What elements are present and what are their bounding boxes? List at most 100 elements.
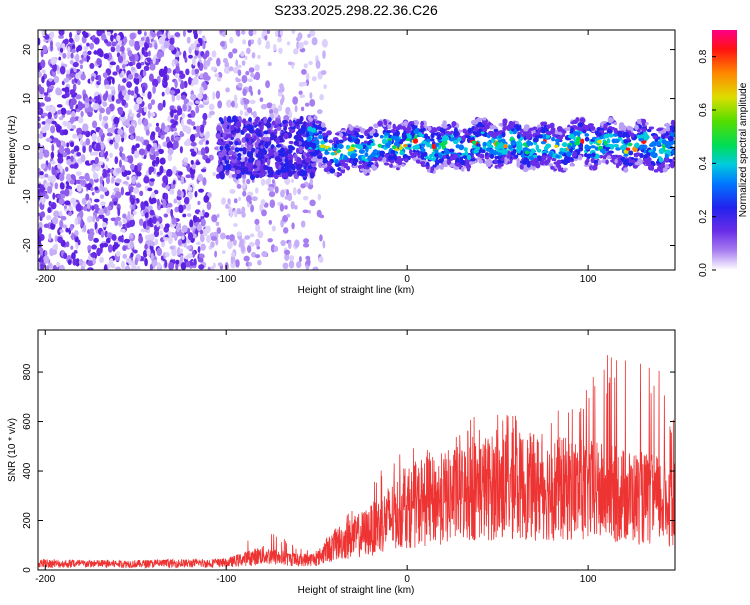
spectrogram-cell	[136, 171, 142, 177]
spectrogram-cell	[129, 134, 135, 141]
spectrogram-cell	[198, 264, 205, 270]
spectrogram-cell	[260, 145, 264, 149]
spectrogram-cell	[102, 242, 109, 248]
spectrogram-cell	[65, 180, 70, 189]
spectrogram-cell	[292, 96, 299, 105]
spectrogram-cell	[131, 175, 137, 185]
spectrogram-cell	[155, 126, 161, 133]
spectrogram-cell	[87, 245, 92, 251]
spectrogram-cell	[168, 44, 175, 51]
spectrogram-cell	[623, 139, 628, 144]
spectrogram-cell	[144, 42, 149, 51]
spectrogram-cell	[237, 69, 242, 76]
spectrogram-cell	[198, 188, 205, 193]
spectrogram-cell	[74, 217, 79, 226]
spectrogram-cell	[287, 170, 293, 177]
spectrogram-cell	[57, 163, 62, 170]
spectrogram-cell	[121, 136, 125, 143]
spectrogram-cell	[56, 104, 63, 108]
spectrogram-cell	[265, 40, 270, 49]
spectrogram-cell	[47, 162, 52, 171]
spectrogram-cell	[50, 160, 56, 165]
spectrogram-cell	[200, 218, 206, 227]
spectrogram-cell	[75, 116, 79, 121]
spectrogram-cell	[289, 153, 293, 161]
spectrogram-cell	[115, 64, 120, 73]
spectrogram-cell	[216, 227, 222, 235]
spectrogram-cell	[68, 211, 73, 217]
spectrogram-cell	[173, 127, 177, 132]
spectrogram-cell	[122, 213, 127, 219]
spectrogram-cell	[83, 46, 89, 51]
spectrogram-cell	[190, 150, 197, 157]
spectrogram-cell	[267, 174, 273, 178]
spectrogram-cell	[101, 32, 107, 41]
spectrogram-cell	[205, 225, 211, 234]
spectrogram-cell	[91, 191, 95, 196]
spectrogram-cell	[50, 43, 53, 52]
spectrogram-cell	[53, 210, 60, 218]
spectrogram-cell	[58, 34, 65, 39]
spectrogram-cell	[154, 150, 160, 157]
spectrogram-cell	[318, 256, 324, 263]
spectrogram-cell	[63, 77, 70, 83]
spectrogram-cell	[248, 30, 254, 37]
spectrogram-cell	[276, 126, 282, 131]
spectrogram-cell	[166, 207, 172, 214]
spectrogram-cell	[100, 201, 106, 207]
spectrogram-cell	[186, 118, 193, 125]
spectrogram-cell	[210, 235, 218, 241]
spectrogram-cell	[241, 30, 246, 35]
spectrogram-cell	[299, 94, 306, 99]
spectrogram-cell	[295, 36, 301, 42]
spectrogram-cell	[277, 37, 282, 43]
spectrogram-cell	[257, 89, 261, 96]
spectrogram-cell	[200, 243, 206, 251]
spectrogram-cell	[149, 241, 156, 247]
spectrogram-cell	[267, 61, 272, 67]
spectrogram-cell	[101, 187, 108, 193]
spectrogram-cell	[109, 139, 114, 145]
spectrogram-cell	[274, 151, 279, 155]
spectrogram-cell	[69, 101, 74, 110]
spectrogram-cell	[269, 199, 276, 209]
spectrogram-cell	[103, 53, 110, 60]
spectrogram-cell	[269, 166, 273, 174]
spectrogram-cell	[44, 173, 49, 178]
spectrogram-cell	[181, 235, 185, 240]
spectrogram-cell	[47, 207, 52, 214]
spectrogram-cell	[199, 38, 203, 47]
spectrogram-cell	[259, 97, 264, 103]
spectrogram-cell	[59, 182, 64, 190]
spectrogram-cell	[141, 92, 146, 97]
spectrogram-cell	[211, 66, 216, 72]
spectrogram-cell	[250, 204, 255, 213]
spectrogram-cell	[94, 221, 98, 231]
spectrogram-cell	[183, 196, 190, 205]
spectrogram-cell	[143, 139, 150, 146]
spectrogram-cell	[197, 173, 204, 182]
spectrogram-cell	[231, 173, 237, 178]
spectrogram-cell	[287, 61, 293, 66]
spectrogram-cell	[82, 123, 89, 132]
spectrogram-cell	[245, 195, 252, 203]
spectrogram-cell	[45, 105, 51, 112]
spectrogram-cell	[57, 109, 62, 115]
spectrogram-cell	[227, 198, 231, 204]
spectrogram-cell	[117, 83, 121, 93]
spectrogram-cell	[301, 81, 308, 87]
spectrogram-cell	[232, 48, 238, 54]
spectrogram-cell	[316, 109, 323, 115]
spectrogram-cell	[62, 52, 67, 59]
spectrogram-cell	[206, 201, 212, 211]
spectrogram-cell	[114, 156, 119, 165]
spectrogram-cell	[257, 37, 262, 46]
spectrogram-cell	[56, 88, 63, 96]
spectrogram-cell	[130, 90, 135, 96]
spectrogram-cell	[133, 94, 137, 98]
spectrogram-cell	[127, 49, 133, 57]
spectrogram-cell	[122, 180, 129, 185]
spectrogram-cell	[584, 137, 590, 142]
spectrogram-cell	[115, 266, 121, 270]
spectrogram-cell	[124, 36, 128, 44]
